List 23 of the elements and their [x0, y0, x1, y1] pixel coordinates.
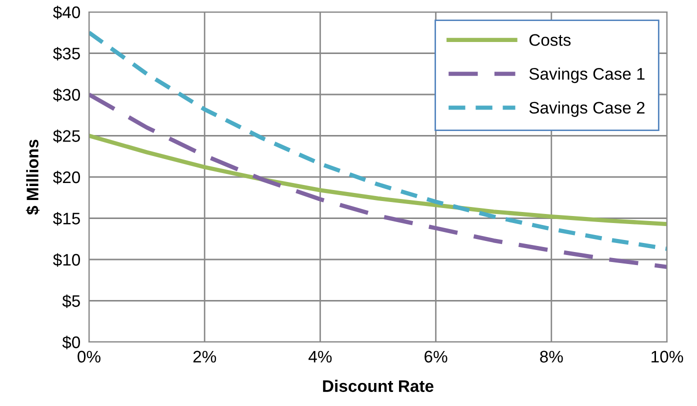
y-tick-label: $30: [53, 88, 80, 102]
y-tick-label: $5: [62, 294, 80, 308]
y-tick-label: $35: [53, 46, 80, 60]
x-tick-label: 10%: [652, 350, 684, 363]
line-series: [89, 92, 667, 270]
y-tick-label: $20: [53, 170, 80, 184]
x-tick-label: 6%: [424, 350, 448, 363]
line-series: [89, 134, 667, 226]
x-tick-label: 4%: [308, 350, 332, 363]
legend-label: Savings Case 2: [529, 101, 644, 117]
y-tick-label: $15: [53, 212, 80, 226]
y-tick-label: $10: [53, 253, 80, 267]
legend-label: Costs: [529, 34, 571, 46]
y-tick-label: $25: [53, 129, 80, 143]
y-tick-label: $0: [62, 336, 80, 350]
x-tick-label: 0%: [78, 350, 100, 363]
legend-label: Savings Case 1: [529, 68, 645, 84]
line-series: [89, 30, 667, 251]
x-axis-title: Discount Rate: [323, 380, 434, 392]
y-tick-label: $40: [53, 6, 80, 20]
y-axis-title: $ Millions: [26, 140, 40, 215]
x-tick-label: 8%: [540, 350, 563, 363]
x-tick-label: 2%: [193, 350, 216, 363]
